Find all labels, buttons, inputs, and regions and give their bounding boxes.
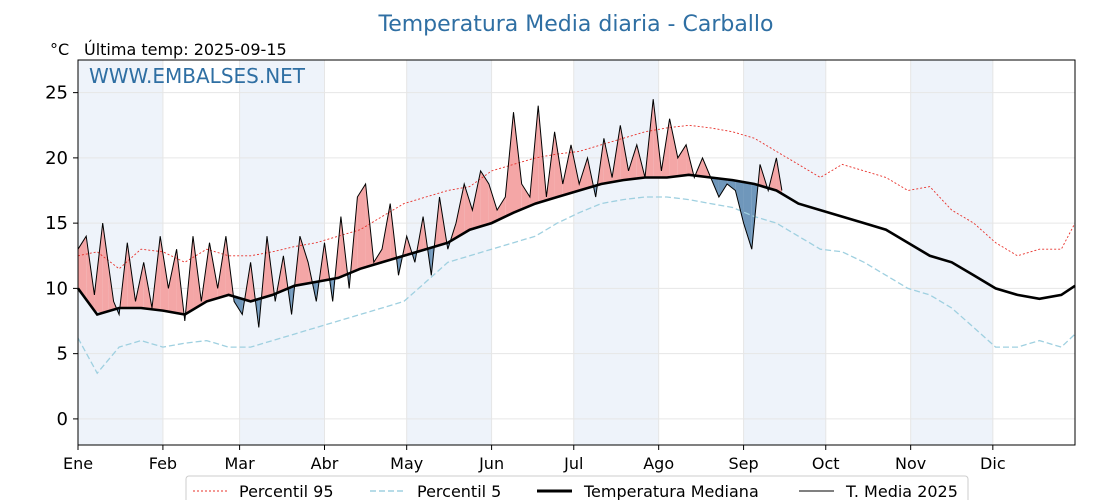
above-median-fill	[669, 118, 678, 178]
month-band	[406, 60, 492, 445]
y-tick-label: 10	[45, 278, 68, 299]
y-tick-label: 25	[45, 83, 68, 104]
x-tick-label: Nov	[895, 454, 926, 473]
y-tick-label: 5	[57, 344, 68, 365]
x-tick-label: Jun	[478, 454, 504, 473]
above-median-fill	[677, 144, 687, 177]
above-median-fill	[160, 236, 169, 312]
x-axis: Ene Feb Mar Abr May Jun Jul Ago Sep Oct Nov Dic	[63, 445, 1006, 473]
y-axis: 0 5 10 15 20 25	[45, 83, 78, 430]
legend-median-label: Temperatura Mediana	[583, 482, 759, 500]
month-bands	[78, 60, 993, 445]
unit-label: °C	[50, 40, 69, 59]
current-year-line	[77, 99, 783, 328]
last-temp-label: Última temp: 2025-09-15	[84, 40, 287, 59]
above-median-fill	[209, 242, 218, 301]
legend-current-label: T. Media 2025	[845, 482, 958, 500]
above-median-fill	[86, 236, 95, 311]
legend-p95-label: Percentil 95	[239, 482, 334, 500]
below-median-fill	[727, 179, 736, 191]
above-median-fill	[521, 183, 530, 210]
legend: Percentil 95 Percentil 5 Temperatura Med…	[185, 475, 969, 500]
x-tick-label: Jul	[563, 454, 583, 473]
chart-title: Temperatura Media diaria - Carballo	[378, 12, 774, 37]
month-band	[573, 60, 659, 445]
above-median-fill	[628, 144, 637, 180]
legend-p5-label: Percentil 5	[417, 482, 501, 500]
above-median-fill	[357, 183, 366, 270]
x-tick-label: May	[390, 454, 423, 473]
above-median-fill	[562, 144, 572, 196]
series-lines	[76, 99, 1076, 375]
above-median-fill	[464, 183, 473, 233]
x-tick-label: Sep	[729, 454, 759, 473]
above-median-fill	[554, 131, 563, 198]
above-median-fill	[488, 183, 498, 224]
above-median-fill	[472, 170, 481, 229]
below-median-fill	[735, 180, 744, 224]
x-tick-label: Ago	[643, 454, 674, 473]
above-median-fill	[382, 203, 391, 263]
percentil-5-line	[77, 196, 1076, 375]
above-median-fill	[497, 197, 506, 221]
above-median-fill	[513, 112, 522, 213]
above-median-fill	[480, 170, 489, 227]
y-tick-label: 15	[45, 213, 68, 234]
x-tick-label: Ene	[63, 454, 93, 473]
below-median-fill	[743, 182, 752, 250]
y-tick-label: 20	[45, 148, 68, 169]
y-tick-label: 0	[57, 409, 68, 430]
watermark: WWW.EMBALSES.NET	[89, 64, 306, 88]
plot-area: WWW.EMBALSES.NET	[76, 59, 1076, 446]
below-median-fill	[234, 296, 243, 315]
above-median-fill	[102, 223, 109, 313]
x-tick-label: Oct	[812, 454, 840, 473]
below-median-fill	[718, 178, 728, 198]
above-median-fill	[168, 249, 177, 314]
x-tick-label: Mar	[225, 454, 256, 473]
month-band	[78, 60, 163, 445]
median-line	[76, 173, 1076, 317]
above-median-fill	[299, 236, 309, 285]
x-tick-label: Dic	[980, 454, 1006, 473]
legend-box	[185, 475, 969, 500]
above-median-fill	[455, 183, 465, 238]
above-median-fill	[78, 236, 87, 300]
month-band	[239, 60, 325, 445]
x-tick-label: Feb	[149, 454, 177, 473]
x-tick-label: Abr	[311, 454, 339, 473]
plot-frame	[77, 59, 1076, 446]
month-band	[743, 60, 826, 445]
